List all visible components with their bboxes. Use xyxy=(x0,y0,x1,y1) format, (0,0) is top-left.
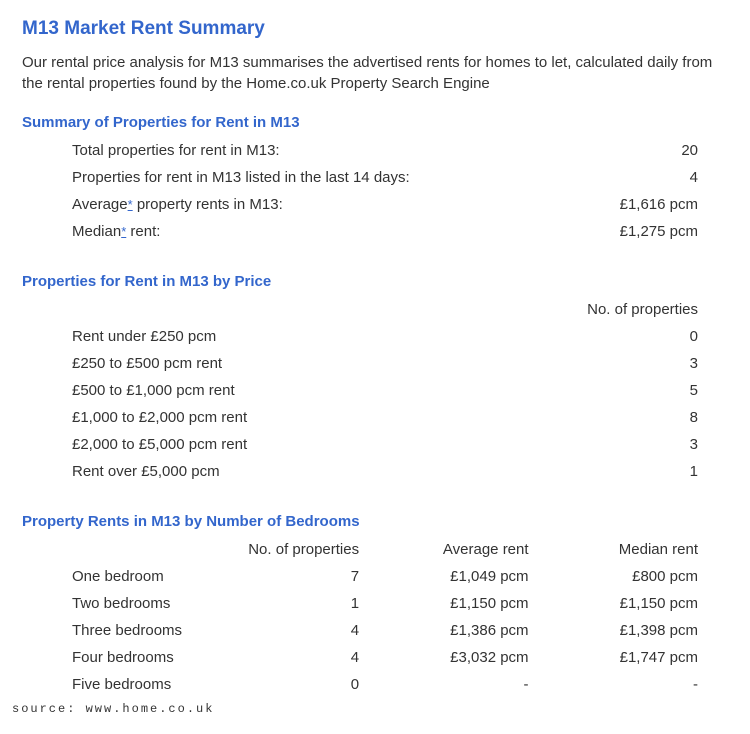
summary-median-value: £1,275 pcm xyxy=(574,218,728,245)
price-range-count: 1 xyxy=(446,458,728,485)
table-row: £1,000 to £2,000 pcm rent 8 xyxy=(22,404,728,431)
bedrooms-col-count: No. of properties xyxy=(220,536,389,563)
bedroom-label: Four bedrooms xyxy=(22,644,220,671)
bedroom-label: One bedroom xyxy=(22,563,220,590)
price-range-count: 0 xyxy=(446,323,728,350)
source-line: source: www.home.co.uk xyxy=(12,702,728,716)
price-range-count: 3 xyxy=(446,350,728,377)
price-range-label: Rent under £250 pcm xyxy=(22,323,446,350)
summary-total-label: Total properties for rent in M13: xyxy=(22,137,574,164)
summary-median-label-post: rent: xyxy=(126,223,160,240)
bedroom-median: £800 pcm xyxy=(559,563,728,590)
price-range-label: £500 to £1,000 pcm rent xyxy=(22,377,446,404)
table-row: £2,000 to £5,000 pcm rent 3 xyxy=(22,431,728,458)
table-row: Total properties for rent in M13: 20 xyxy=(22,137,728,164)
summary-table: Total properties for rent in M13: 20 Pro… xyxy=(22,137,728,245)
bedroom-median: £1,747 pcm xyxy=(559,644,728,671)
bedroom-label: Three bedrooms xyxy=(22,617,220,644)
price-range-count: 8 xyxy=(446,404,728,431)
table-row: £250 to £500 pcm rent 3 xyxy=(22,350,728,377)
table-row: One bedroom 7 £1,049 pcm £800 pcm xyxy=(22,563,728,590)
summary-total-value: 20 xyxy=(574,137,728,164)
page-title: M13 Market Rent Summary xyxy=(22,18,728,40)
table-row: £500 to £1,000 pcm rent 5 xyxy=(22,377,728,404)
by-price-table: No. of properties Rent under £250 pcm 0 … xyxy=(22,296,728,485)
bedroom-avg: £1,386 pcm xyxy=(389,617,558,644)
price-range-label: £1,000 to £2,000 pcm rent xyxy=(22,404,446,431)
bedroom-count: 7 xyxy=(220,563,389,590)
price-range-label: £2,000 to £5,000 pcm rent xyxy=(22,431,446,458)
by-bedrooms-heading: Property Rents in M13 by Number of Bedro… xyxy=(22,513,728,530)
price-range-count: 5 xyxy=(446,377,728,404)
summary-heading: Summary of Properties for Rent in M13 xyxy=(22,114,728,131)
intro-text: Our rental price analysis for M13 summar… xyxy=(22,52,728,94)
summary-recent-value: 4 xyxy=(574,164,728,191)
table-row: Two bedrooms 1 £1,150 pcm £1,150 pcm xyxy=(22,590,728,617)
price-range-count: 3 xyxy=(446,431,728,458)
bedroom-avg: £3,032 pcm xyxy=(389,644,558,671)
bedroom-count: 4 xyxy=(220,644,389,671)
price-range-label: £250 to £500 pcm rent xyxy=(22,350,446,377)
bedrooms-col-avg: Average rent xyxy=(389,536,558,563)
summary-average-label-post: property rents in M13: xyxy=(133,196,283,213)
bedrooms-col-median: Median rent xyxy=(559,536,728,563)
table-row: Average* property rents in M13: £1,616 p… xyxy=(22,191,728,218)
summary-average-value: £1,616 pcm xyxy=(574,191,728,218)
by-price-heading: Properties for Rent in M13 by Price xyxy=(22,273,728,290)
table-row: Rent under £250 pcm 0 xyxy=(22,323,728,350)
bedroom-avg: £1,150 pcm xyxy=(389,590,558,617)
bedroom-median: £1,150 pcm xyxy=(559,590,728,617)
bedroom-median: £1,398 pcm xyxy=(559,617,728,644)
price-range-label: Rent over £5,000 pcm xyxy=(22,458,446,485)
table-row: Properties for rent in M13 listed in the… xyxy=(22,164,728,191)
summary-median-label: Median* rent: xyxy=(22,218,574,245)
by-price-col-header: No. of properties xyxy=(446,296,728,323)
by-bedrooms-section: Property Rents in M13 by Number of Bedro… xyxy=(22,513,728,698)
by-bedrooms-table: No. of properties Average rent Median re… xyxy=(22,536,728,698)
table-header-row: No. of properties xyxy=(22,296,728,323)
bedroom-count: 1 xyxy=(220,590,389,617)
bedroom-count: 4 xyxy=(220,617,389,644)
table-header-row: No. of properties Average rent Median re… xyxy=(22,536,728,563)
table-row: Three bedrooms 4 £1,386 pcm £1,398 pcm xyxy=(22,617,728,644)
summary-median-label-pre: Median xyxy=(72,223,121,240)
table-row: Rent over £5,000 pcm 1 xyxy=(22,458,728,485)
by-price-section: Properties for Rent in M13 by Price No. … xyxy=(22,273,728,485)
table-row: Four bedrooms 4 £3,032 pcm £1,747 pcm xyxy=(22,644,728,671)
summary-average-label-pre: Average xyxy=(72,196,128,213)
bedroom-avg: £1,049 pcm xyxy=(389,563,558,590)
bedroom-label: Two bedrooms xyxy=(22,590,220,617)
table-row: Median* rent: £1,275 pcm xyxy=(22,218,728,245)
summary-average-label: Average* property rents in M13: xyxy=(22,191,574,218)
summary-recent-label: Properties for rent in M13 listed in the… xyxy=(22,164,574,191)
summary-section: Summary of Properties for Rent in M13 To… xyxy=(22,114,728,245)
